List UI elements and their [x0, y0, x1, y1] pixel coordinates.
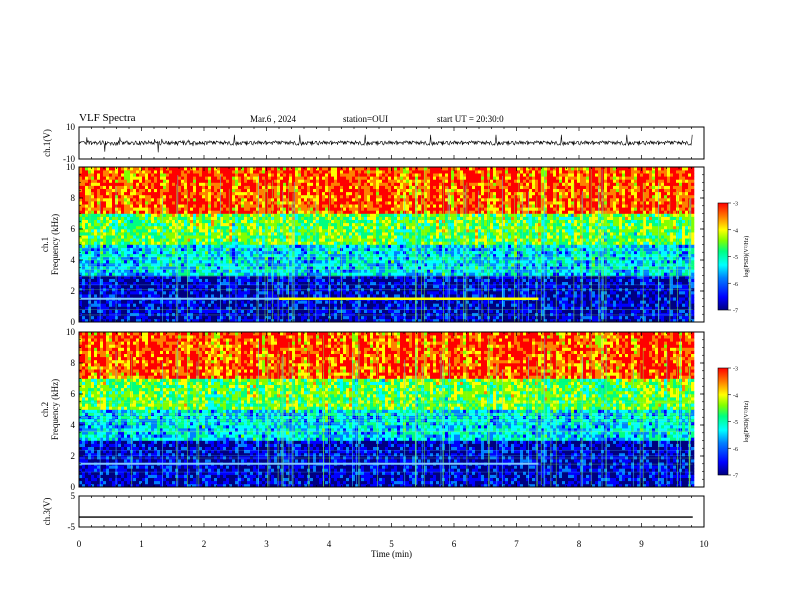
colorbar-tick-label: -7: [733, 309, 738, 315]
x-tick-label: 8: [577, 539, 582, 549]
y-tick-label: 6: [71, 224, 76, 234]
y-tick-label: 2: [71, 451, 76, 461]
plot-area: 10-10ch.1(V)0246810ch.1 Frequency (kHz)-3…: [0, 0, 792, 612]
x-axis-label: Time (min): [371, 549, 412, 559]
y-axis-label: Frequency (kHz): [50, 214, 60, 275]
colorbar: [718, 368, 728, 475]
colorbar-tick-label: -3: [733, 367, 738, 373]
colorbar-tick-label: -6: [733, 447, 738, 453]
y-tick-label: 6: [71, 389, 76, 399]
y-tick-label: 10: [66, 162, 76, 172]
channel-label: ch.2: [40, 402, 50, 417]
y-tick-label: 8: [71, 358, 76, 368]
colorbar-tick-label: -3: [733, 202, 738, 208]
colorbar: [718, 203, 728, 310]
vlf-spectra-figure: VLF Spectra Mar.6 , 2024 station=OUI sta…: [0, 0, 792, 612]
panel-frame: [79, 496, 704, 527]
colorbar-tick-label: -4: [733, 393, 738, 399]
y-tick-label: 0: [71, 317, 76, 327]
waveform-ch3: 5 -5 ch.3(V) 0 1 2 3 4 5 6 7 8 9 10 Time (min): [42, 491, 709, 559]
spectrogram-ch1: 0 2 4 6 8 10 ch.1 Frequency (kHz) -3 -4 -5 -6 -7 log(…: [40, 162, 750, 327]
y-axis-label: ch.3(V): [42, 498, 52, 526]
x-tick-label: 2: [202, 539, 207, 549]
colorbar-tick-label: -7: [733, 474, 738, 480]
y-tick-label: 4: [71, 255, 76, 265]
channel-label: ch.1: [40, 237, 50, 252]
x-tick-label: 9: [639, 539, 644, 549]
y-axis-label: Frequency (kHz): [50, 379, 60, 440]
x-tick-label: 0: [77, 539, 82, 549]
x-tick-label: 6: [452, 539, 457, 549]
colorbar-tick-label: -5: [733, 255, 738, 261]
x-tick-label: 1: [139, 539, 144, 549]
y-tick-label: 8: [71, 193, 76, 203]
colorbar-tick-label: -4: [733, 228, 738, 234]
y-tick-label: 10: [66, 122, 76, 132]
x-tick-label: 4: [327, 539, 332, 549]
x-tick-label: 5: [389, 539, 394, 549]
colorbar-label: log(PSD)(V²/Hz): [743, 236, 750, 277]
colorbar-tick-label: -6: [733, 282, 738, 288]
colorbar-label: log(PSD)(V²/Hz): [743, 401, 750, 442]
y-tick-label: 5: [71, 491, 76, 501]
y-tick-label: -5: [68, 522, 76, 532]
x-tick-label: 10: [700, 539, 710, 549]
x-tick-label: 3: [264, 539, 269, 549]
y-tick-label: 2: [71, 286, 76, 296]
y-tick-label: 4: [71, 420, 76, 430]
colorbar-tick-label: -5: [733, 420, 738, 426]
y-axis-label: ch.1(V): [42, 129, 52, 157]
x-tick-label: 7: [514, 539, 519, 549]
y-tick-label: 10: [66, 327, 76, 337]
